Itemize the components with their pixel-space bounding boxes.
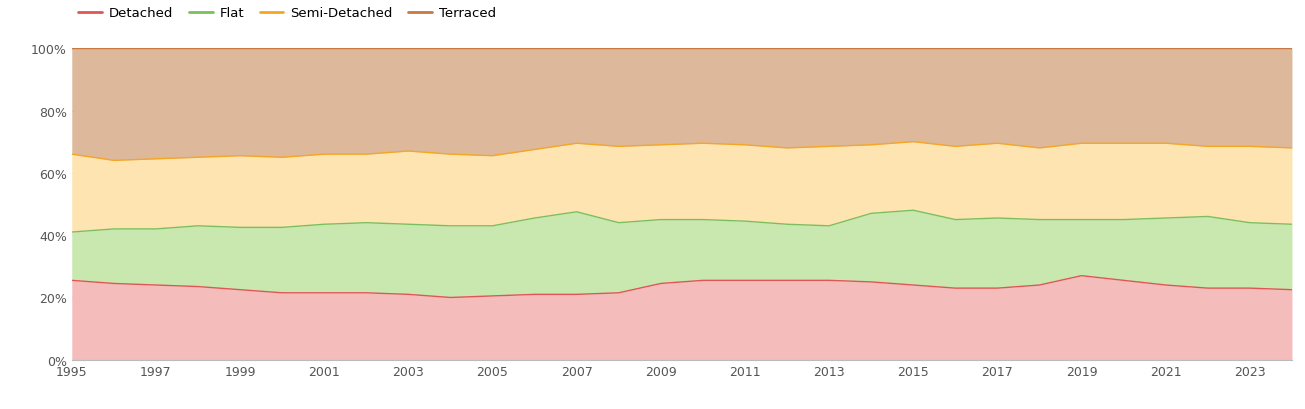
Legend: Detached, Flat, Semi-Detached, Terraced: Detached, Flat, Semi-Detached, Terraced [78,7,496,20]
